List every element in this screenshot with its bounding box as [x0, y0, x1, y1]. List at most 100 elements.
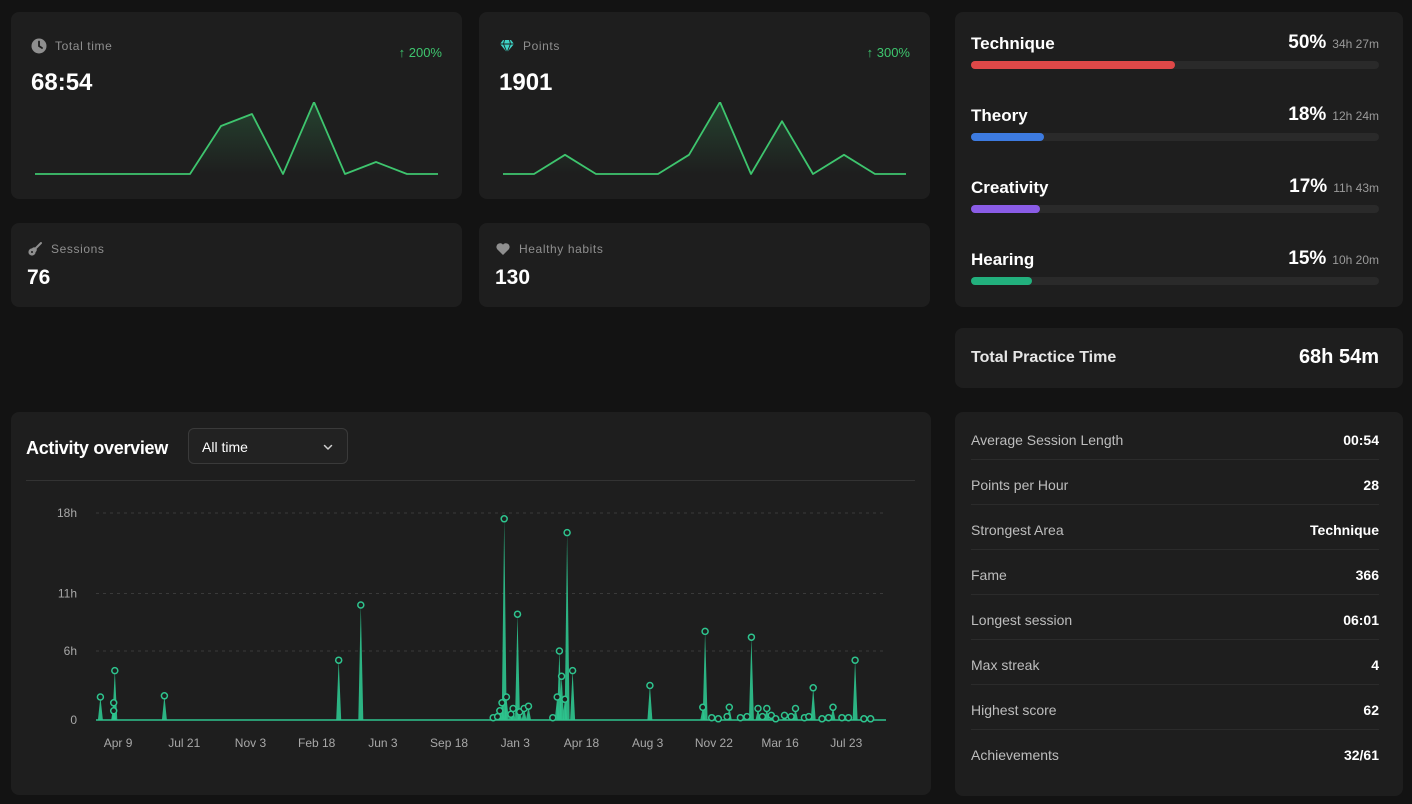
activity-point[interactable]	[754, 704, 762, 713]
activity-point[interactable]	[553, 693, 561, 701]
activity-point[interactable]	[805, 712, 813, 721]
points-header: Points	[499, 38, 560, 54]
category-percent: 50%	[1288, 32, 1327, 53]
activity-point[interactable]	[568, 666, 577, 675]
activity-point[interactable]	[557, 672, 566, 681]
clock-icon	[31, 38, 47, 54]
activity-point[interactable]	[714, 715, 723, 723]
activity-point[interactable]	[96, 693, 105, 701]
activity-point[interactable]	[747, 633, 756, 641]
x-tick-label: Nov 22	[695, 736, 733, 750]
activity-spike	[810, 687, 816, 720]
activity-point[interactable]	[838, 713, 846, 722]
activity-point[interactable]	[723, 712, 731, 721]
summary-label: Highest score	[971, 702, 1057, 718]
activity-point[interactable]	[502, 693, 511, 701]
activity-point[interactable]	[818, 715, 826, 723]
activity-point[interactable]	[509, 704, 517, 713]
x-tick-label: Jul 23	[830, 736, 862, 750]
summary-label: Strongest Area	[971, 522, 1064, 538]
activity-point[interactable]	[809, 684, 817, 692]
activity-point[interactable]	[725, 703, 734, 712]
summary-row: Max streak 4	[971, 640, 1379, 685]
total-practice-card: Total Practice Time 68h 54m	[955, 328, 1403, 388]
activity-point[interactable]	[699, 703, 707, 712]
activity-point[interactable]	[111, 666, 119, 675]
x-tick-label: Jul 21	[168, 736, 200, 750]
category-progress-fill	[971, 61, 1175, 69]
activity-point[interactable]	[498, 699, 506, 707]
sparkline-area	[503, 102, 906, 174]
activity-point[interactable]	[787, 712, 795, 721]
summary-label: Achievements	[971, 747, 1059, 763]
activity-point[interactable]	[357, 601, 365, 609]
summary-value: 4	[1371, 657, 1379, 673]
summary-label: Max streak	[971, 657, 1040, 673]
activity-point[interactable]	[736, 713, 745, 722]
category-stats: 15% 10h 20m	[1288, 248, 1379, 270]
category-theory: Theory 18% 12h 24m	[971, 104, 1379, 162]
category-stats: 18% 12h 24m	[1288, 104, 1379, 126]
activity-spike	[647, 685, 653, 720]
activity-point[interactable]	[500, 515, 508, 523]
category-progress-track	[971, 61, 1379, 69]
category-time: 12h 24m	[1332, 109, 1379, 123]
category-technique: Technique 50% 34h 27m	[971, 32, 1379, 90]
activity-spike	[702, 631, 708, 720]
activity-point[interactable]	[780, 711, 789, 720]
category-time: 11h 43m	[1333, 181, 1379, 195]
activity-point[interactable]	[860, 715, 868, 723]
summary-value: 32/61	[1343, 747, 1379, 763]
healthy-habits-label: Healthy habits	[519, 242, 604, 256]
category-progress-track	[971, 133, 1379, 141]
activity-point[interactable]	[851, 656, 859, 664]
total-practice-label: Total Practice Time	[971, 349, 1117, 366]
time-range-value: All time	[202, 439, 248, 455]
activity-point[interactable]	[758, 712, 767, 721]
activity-point[interactable]	[701, 627, 709, 636]
activity-point[interactable]	[160, 692, 169, 700]
activity-point[interactable]	[763, 704, 771, 713]
summary-label: Fame	[971, 567, 1007, 583]
activity-point[interactable]	[844, 713, 853, 722]
category-time: 34h 27m	[1332, 37, 1379, 51]
points-card: Points ↑ 300% 1901	[479, 12, 930, 199]
activity-point[interactable]	[829, 703, 837, 712]
sessions-label: Sessions	[51, 242, 105, 256]
activity-point[interactable]	[771, 715, 780, 723]
activity-point[interactable]	[334, 656, 343, 664]
activity-point[interactable]	[549, 713, 557, 722]
summary-row: Highest score 62	[971, 685, 1379, 730]
activity-point[interactable]	[555, 647, 564, 655]
activity-point[interactable]	[743, 712, 751, 721]
activity-point[interactable]	[496, 707, 504, 715]
category-progress-track	[971, 205, 1379, 213]
x-tick-label: Feb 18	[298, 736, 336, 750]
activity-point[interactable]	[561, 695, 569, 704]
x-tick-label: Apr 9	[104, 736, 133, 750]
summary-row: Average Session Length 00:54	[971, 415, 1379, 460]
activity-point[interactable]	[824, 713, 833, 722]
activity-spike	[501, 518, 507, 720]
activity-spike	[526, 706, 531, 720]
summary-row: Fame 366	[971, 550, 1379, 595]
activity-point[interactable]	[109, 699, 118, 707]
activity-point[interactable]	[563, 528, 571, 537]
summary-value: 62	[1363, 702, 1379, 718]
healthy-habits-header: Healthy habits	[495, 241, 603, 257]
summary-value: 06:01	[1343, 612, 1379, 628]
heart-icon	[495, 241, 511, 257]
time-range-select[interactable]: All time	[188, 428, 348, 464]
activity-spike	[515, 614, 520, 720]
activity-point[interactable]	[646, 681, 654, 690]
summary-value: Technique	[1310, 522, 1379, 538]
activity-spike	[521, 708, 527, 720]
activity-point[interactable]	[791, 704, 800, 713]
activity-point[interactable]	[866, 715, 875, 723]
points-value: 1901	[499, 69, 553, 96]
activity-point[interactable]	[524, 702, 533, 710]
activity-point[interactable]	[513, 610, 522, 618]
activity-point[interactable]	[707, 713, 716, 722]
activity-point[interactable]	[109, 707, 118, 715]
y-tick-label: 6h	[64, 644, 77, 658]
